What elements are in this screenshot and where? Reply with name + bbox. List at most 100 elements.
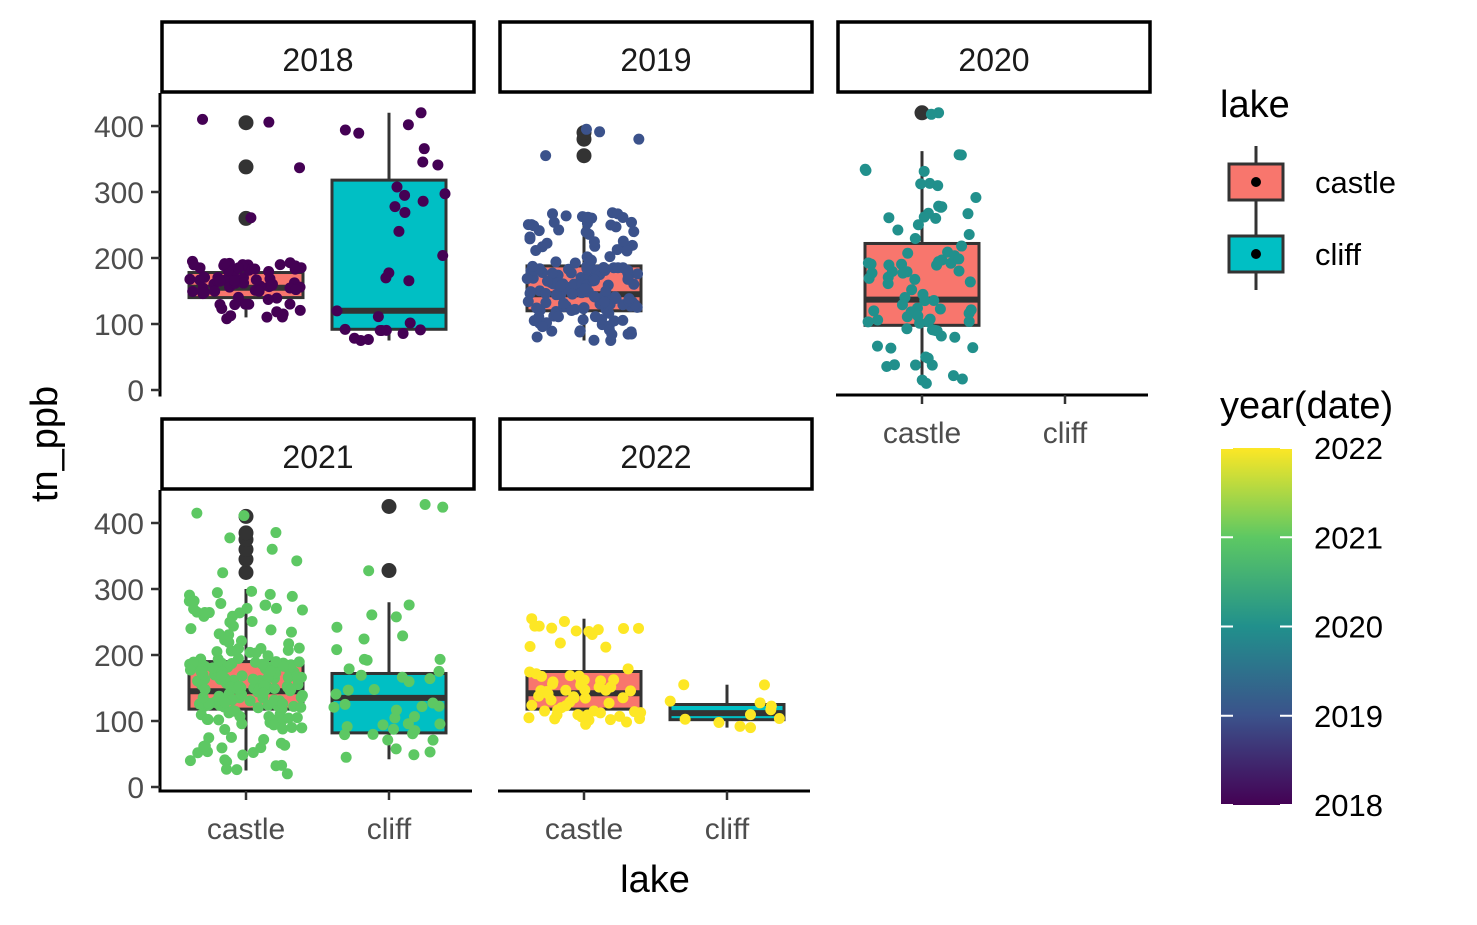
data-point (404, 317, 416, 329)
data-point (625, 328, 637, 340)
data-point (560, 684, 572, 696)
data-point (282, 671, 294, 683)
colorbar-label: 2022 (1314, 431, 1383, 466)
data-point (617, 211, 629, 223)
data-point (588, 290, 600, 302)
data-point (592, 624, 604, 636)
data-point (279, 739, 291, 751)
data-point (348, 332, 360, 344)
data-point (625, 216, 637, 228)
data-point (564, 670, 576, 682)
data-point (583, 626, 595, 638)
data-point (184, 755, 196, 767)
data-point (292, 672, 304, 684)
data-point (625, 685, 637, 697)
data-point (339, 323, 351, 335)
data-point (588, 274, 600, 286)
data-point (605, 714, 617, 726)
data-point (296, 722, 308, 734)
facet-strip-2020 (836, 20, 1152, 94)
data-point (366, 609, 378, 621)
data-point (403, 599, 415, 611)
data-point (886, 266, 898, 278)
data-point (617, 314, 629, 326)
data-point (578, 302, 590, 314)
data-point (368, 684, 380, 696)
boxplot-cliff (328, 499, 449, 763)
data-point (330, 688, 342, 700)
x-tick-label: cliff (705, 813, 750, 846)
data-point (617, 692, 629, 704)
data-point (417, 156, 429, 168)
data-point (244, 695, 256, 707)
data-point (588, 334, 600, 346)
data-point (290, 284, 302, 296)
data-point (437, 501, 449, 513)
y-tick-label: 300 (94, 574, 144, 607)
data-point (530, 245, 542, 257)
data-point (283, 638, 295, 650)
data-point (546, 325, 558, 337)
data-point (588, 236, 600, 248)
data-point (236, 670, 248, 682)
data-point (585, 254, 597, 266)
data-point (526, 699, 538, 711)
boxplot-castle (184, 113, 307, 325)
data-point (617, 262, 629, 274)
data-point (340, 751, 352, 763)
data-point (606, 328, 618, 340)
data-point (566, 305, 578, 317)
facet-panel-2018: 2018 0 100 200 300 400 (94, 20, 476, 408)
data-point (331, 621, 343, 633)
data-point (604, 251, 616, 263)
data-point (621, 245, 633, 257)
data-point (380, 324, 392, 336)
data-point (956, 240, 968, 252)
data-point (868, 305, 880, 317)
data-point (269, 683, 281, 695)
data-point (262, 293, 274, 305)
data-point (415, 107, 427, 119)
data-point (367, 728, 379, 740)
boxplot-castle (521, 123, 645, 346)
data-point (266, 543, 278, 555)
data-point (566, 288, 578, 300)
data-point (409, 725, 421, 737)
data-point (427, 697, 439, 709)
data-point (605, 219, 617, 231)
data-point (554, 637, 566, 649)
data-point (953, 253, 965, 265)
data-point (437, 250, 449, 262)
data-point (198, 740, 210, 752)
data-point (277, 723, 289, 735)
data-point (295, 692, 307, 704)
data-point (572, 709, 584, 721)
jitter-points-castle (521, 123, 645, 346)
facet-strip-label: 2021 (282, 439, 353, 475)
data-point (399, 206, 411, 218)
data-point (339, 729, 351, 741)
data-point (328, 701, 340, 713)
data-point (261, 311, 273, 323)
data-point (214, 275, 226, 287)
data-point (270, 527, 282, 539)
data-point (953, 265, 965, 277)
data-point (433, 665, 445, 677)
data-point (569, 257, 581, 269)
data-point (859, 163, 871, 175)
data-point (408, 749, 420, 761)
data-point (603, 307, 615, 319)
data-point (197, 113, 209, 125)
data-point (773, 712, 785, 724)
data-point (372, 311, 384, 323)
data-point (871, 340, 883, 352)
facet-panel-2021: 2021 0 100 200 300 400 castle cliff (94, 417, 476, 846)
data-point (239, 298, 251, 310)
x-axis-title: lake (620, 859, 690, 901)
data-point (362, 334, 374, 346)
data-point (198, 287, 210, 299)
data-point (377, 719, 389, 731)
data-point (608, 674, 620, 686)
data-point (418, 143, 430, 155)
data-point (247, 673, 259, 685)
